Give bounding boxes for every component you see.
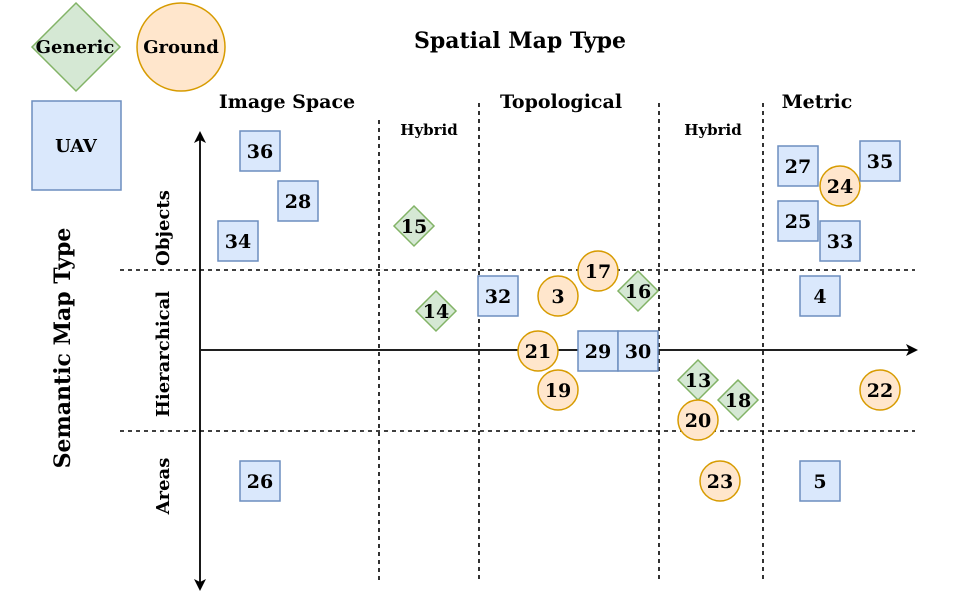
item-label: 17: [585, 261, 611, 283]
item-label: 29: [585, 341, 611, 363]
generic-marker: [716, 378, 760, 422]
legend-ground-circle: [136, 2, 226, 92]
ground-marker: [819, 165, 861, 207]
item-uav-33: 33: [819, 220, 861, 262]
item-uav-27: 27: [777, 145, 819, 187]
ground-marker: [577, 250, 619, 292]
column-topological: Topological: [500, 91, 622, 113]
item-generic-14: 14: [414, 289, 458, 333]
ground-marker: [859, 369, 901, 411]
item-label: 5: [813, 471, 826, 493]
item-label: 28: [285, 191, 311, 213]
item-label: 25: [785, 211, 811, 233]
item-uav-26: 26: [239, 460, 281, 502]
item-uav-34: 34: [217, 220, 259, 262]
item-label: 36: [247, 141, 273, 163]
column-image-space: Image Space: [219, 91, 355, 113]
item-uav-4: 4: [799, 275, 841, 317]
item-label: 21: [525, 341, 551, 363]
uav-marker: [217, 220, 259, 262]
item-label: 33: [827, 231, 853, 253]
uav-marker: [819, 220, 861, 262]
item-label: 15: [401, 216, 427, 238]
item-uav-29: 29: [577, 330, 619, 372]
ground-marker: [517, 330, 559, 372]
generic-marker: [616, 269, 660, 313]
item-uav-32: 32: [477, 275, 519, 317]
uav-marker: [577, 330, 619, 372]
y-axis-title: Semantic Map Type: [50, 228, 76, 469]
item-label: 30: [625, 341, 651, 363]
item-ground-24: 24: [819, 165, 861, 207]
ground-marker: [537, 369, 579, 411]
uav-marker: [477, 275, 519, 317]
item-ground-22: 22: [859, 369, 901, 411]
generic-marker: [414, 289, 458, 333]
item-label: 26: [247, 471, 273, 493]
item-generic-13: 13: [676, 358, 720, 402]
uav-marker: [617, 330, 659, 372]
item-label: 23: [707, 471, 733, 493]
item-label: 16: [625, 281, 651, 303]
item-label: 19: [545, 380, 571, 402]
item-label: 34: [225, 231, 251, 253]
item-label: 4: [813, 286, 826, 308]
uav-marker: [777, 145, 819, 187]
column-hybrid-left: Hybrid: [400, 121, 458, 139]
uav-marker: [777, 200, 819, 242]
row-areas: Areas: [153, 458, 174, 516]
legend-generic-diamond: [30, 1, 122, 93]
item-ground-23: 23: [699, 460, 741, 502]
row-objects: Objects: [153, 190, 174, 266]
generic-marker: [392, 204, 436, 248]
item-label: 35: [867, 151, 893, 173]
legend-uav-label: UAV: [55, 136, 98, 157]
uav-marker: [799, 275, 841, 317]
item-ground-21: 21: [517, 330, 559, 372]
item-label: 13: [685, 370, 711, 392]
item-label: 18: [725, 390, 751, 412]
ground-marker: [537, 275, 579, 317]
ground-marker: [699, 460, 741, 502]
item-generic-18: 18: [716, 378, 760, 422]
item-ground-3: 3: [537, 275, 579, 317]
item-label: 3: [551, 286, 564, 308]
ground-marker: [677, 399, 719, 441]
item-label: 20: [685, 410, 711, 432]
column-hybrid-right: Hybrid: [684, 121, 742, 139]
item-generic-16: 16: [616, 269, 660, 313]
item-uav-28: 28: [277, 180, 319, 222]
uav-marker: [239, 130, 281, 172]
item-ground-20: 20: [677, 399, 719, 441]
item-ground-17: 17: [577, 250, 619, 292]
item-label: 24: [827, 176, 853, 198]
uav-marker: [859, 140, 901, 182]
uav-marker: [239, 460, 281, 502]
item-ground-19: 19: [537, 369, 579, 411]
legend: Generic Ground UAV: [30, 1, 226, 191]
column-metric: Metric: [782, 91, 853, 113]
legend-uav-square: [31, 100, 122, 191]
x-axis-title: Spatial Map Type: [414, 28, 626, 54]
row-hierarchical: Hierarchical: [153, 291, 174, 417]
item-label: 14: [423, 301, 449, 323]
uav-marker: [799, 460, 841, 502]
item-uav-35: 35: [859, 140, 901, 182]
item-generic-15: 15: [392, 204, 436, 248]
item-label: 22: [867, 380, 893, 402]
item-uav-36: 36: [239, 130, 281, 172]
item-uav-5: 5: [799, 460, 841, 502]
item-label: 32: [485, 286, 511, 308]
uav-marker: [277, 180, 319, 222]
item-label: 27: [785, 156, 811, 178]
item-uav-25: 25: [777, 200, 819, 242]
item-uav-30: 30: [617, 330, 659, 372]
legend-ground-label: Ground: [143, 37, 219, 58]
legend-generic-label: Generic: [36, 37, 115, 58]
